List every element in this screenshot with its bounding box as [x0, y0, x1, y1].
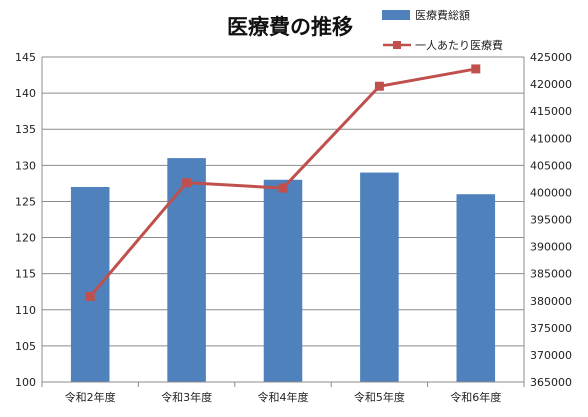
- legend-label-line: 一人あたり医療費: [415, 38, 503, 52]
- line-marker: [182, 178, 192, 188]
- y-left-tick-label: 125: [15, 195, 36, 208]
- y-right-tick-label: 395000: [530, 214, 572, 227]
- line-series: [85, 64, 481, 301]
- y-right-tick-label: 370000: [530, 349, 572, 362]
- legend-swatch-marker: [393, 41, 401, 49]
- legend-label-bar: 医療費総額: [415, 8, 470, 22]
- legend: 医療費総額 一人あたり医療費: [382, 8, 503, 52]
- line-marker: [471, 64, 481, 74]
- x-tick-label: 令和5年度: [354, 390, 405, 404]
- y-right-tick-label: 420000: [530, 78, 572, 91]
- y-right-tick-label: 385000: [530, 268, 572, 281]
- y-left-tick-label: 130: [15, 159, 36, 172]
- y-left-tick-label: 110: [15, 304, 36, 317]
- y-left-tick-label: 115: [15, 268, 36, 281]
- y-right-tick-label: 375000: [530, 322, 572, 335]
- y-right-tick-label: 415000: [530, 105, 572, 118]
- bar-series: [70, 158, 496, 382]
- bar: [70, 187, 110, 382]
- y-right-tick-label: 425000: [530, 51, 572, 64]
- x-tick-label: 令和3年度: [161, 390, 212, 404]
- y-left-tick-label: 100: [15, 376, 36, 389]
- line-marker: [374, 81, 384, 91]
- y-left-tick-label: 135: [15, 123, 36, 136]
- y-right-tick-label: 410000: [530, 132, 572, 145]
- x-tick-label: 令和6年度: [450, 390, 501, 404]
- y-right-tick-label: 405000: [530, 159, 572, 172]
- axes: 100 105 110 115 120 125 130 135 140 145 365000 3700…: [15, 51, 572, 404]
- y-left-tick-label: 145: [15, 51, 36, 64]
- y-right-tick-label: 365000: [530, 376, 572, 389]
- bar: [167, 158, 206, 382]
- bar: [263, 179, 303, 382]
- y-right-tick-label: 380000: [530, 295, 572, 308]
- y-right-tick-label: 390000: [530, 241, 572, 254]
- x-tick-label: 令和4年度: [258, 390, 309, 404]
- chart-title: 医療費の推移: [227, 15, 353, 39]
- x-tick-label: 令和2年度: [65, 390, 116, 404]
- bar: [360, 172, 399, 382]
- y-left-tick-label: 120: [15, 232, 36, 245]
- bar: [456, 194, 496, 382]
- y-right-tick-label: 400000: [530, 186, 572, 199]
- legend-swatch-bar: [382, 10, 410, 20]
- y-left-tick-label: 105: [15, 340, 36, 353]
- line-marker: [278, 183, 288, 193]
- line-marker: [85, 291, 95, 301]
- y-left-tick-label: 140: [15, 87, 36, 100]
